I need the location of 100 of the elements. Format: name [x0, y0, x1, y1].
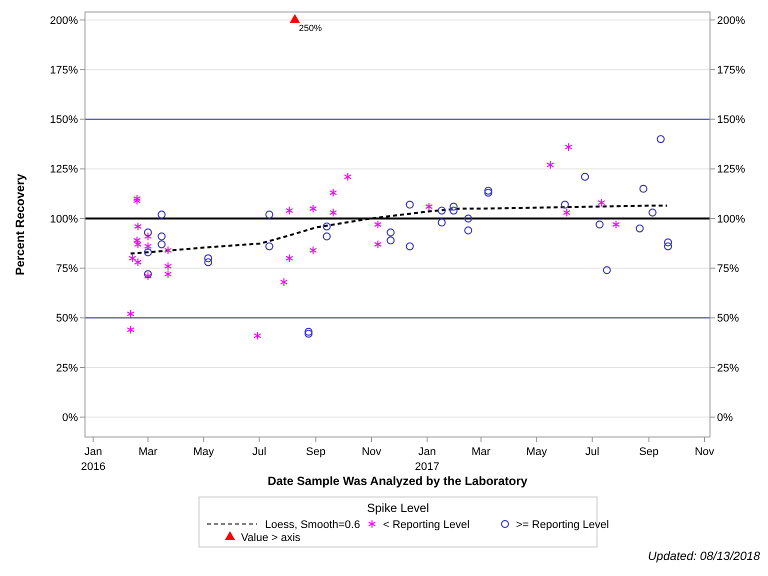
- point: [133, 196, 141, 206]
- point: [309, 246, 317, 255]
- point: [406, 242, 414, 250]
- point: [265, 242, 274, 250]
- y2-tick-label: 25%: [717, 362, 740, 374]
- legend-label: Value > axis: [241, 532, 301, 544]
- x-tick-label: Sep: [639, 446, 659, 458]
- point: [639, 184, 648, 193]
- y-tick-label: 150%: [50, 114, 78, 126]
- point: [134, 222, 142, 231]
- legend-label: < Reporting Level: [383, 518, 470, 531]
- point: [309, 204, 317, 213]
- point: [656, 135, 665, 144]
- point: [425, 202, 433, 211]
- point: [450, 202, 458, 211]
- y-tick-label: 175%: [50, 64, 78, 76]
- point: [329, 188, 338, 198]
- point: [254, 331, 262, 340]
- point: [386, 236, 395, 244]
- x-tick-label: Jul: [585, 446, 600, 458]
- y2-tick-label: 100%: [717, 213, 746, 226]
- point: [126, 310, 134, 318]
- point: [126, 325, 134, 334]
- point: [144, 228, 152, 236]
- y-tick-label: 0%: [62, 412, 78, 424]
- x-tick-label: Nov: [694, 446, 715, 458]
- legend-title: Spike Level: [366, 501, 430, 515]
- point: [329, 208, 338, 217]
- point: [322, 222, 331, 231]
- point: [204, 258, 212, 266]
- text: Updated: 08/13/2018: [648, 549, 760, 563]
- x-tick-label: Jan 2016: [80, 446, 106, 473]
- point: [144, 248, 152, 256]
- point: [612, 220, 620, 229]
- point: [406, 200, 414, 209]
- point: [144, 232, 152, 241]
- point: [304, 328, 313, 336]
- x-tick-label: Nov: [362, 446, 382, 458]
- y2-tick-label: 175%: [717, 64, 746, 76]
- point: [580, 172, 590, 181]
- y-tick-label: 100%: [50, 213, 78, 226]
- y2-tick-label: 200%: [717, 14, 746, 27]
- point: [636, 224, 644, 232]
- point: [290, 14, 300, 23]
- y-tick-label: 25%: [56, 362, 78, 374]
- point: [386, 228, 395, 236]
- point: [322, 232, 331, 240]
- point: [438, 206, 446, 215]
- point: [265, 210, 274, 219]
- point: [158, 240, 166, 248]
- point: [144, 242, 152, 251]
- point: [564, 142, 572, 152]
- point: [464, 214, 472, 223]
- y-tick-label: 50%: [56, 312, 78, 325]
- point: [158, 210, 166, 219]
- y-tick-label: 75%: [56, 263, 78, 276]
- point: [128, 254, 136, 263]
- point: [286, 206, 294, 215]
- x-tick-label: Jul: [252, 446, 266, 458]
- point: [596, 220, 604, 229]
- x-tick-label: Mar: [472, 446, 491, 458]
- point: [546, 160, 554, 170]
- x-tick-label: Sep: [306, 446, 326, 458]
- point: [164, 270, 172, 278]
- y2-tick-label: 150%: [717, 114, 746, 126]
- y-axis-title: Percent Recovery: [13, 173, 27, 276]
- y-tick-label: 125%: [50, 164, 78, 176]
- point: [648, 208, 657, 217]
- point: [664, 238, 672, 246]
- x-tick-label: Jan 2017: [414, 446, 440, 473]
- point: [562, 208, 571, 217]
- point: [164, 262, 172, 271]
- point: [374, 220, 382, 229]
- point: [664, 242, 672, 250]
- y-tick-label: 200%: [50, 14, 78, 27]
- point: [484, 186, 492, 195]
- point: [133, 194, 141, 204]
- x-tick-label: May: [193, 446, 215, 458]
- y2-tick-label: 0%: [717, 412, 734, 424]
- legend-label: Loess, Smooth=0.6: [265, 518, 360, 531]
- x-axis-title: Date Sample Was Analyzed by the Laboratory: [268, 474, 528, 488]
- point: [560, 200, 569, 209]
- point: [280, 278, 288, 286]
- point: [438, 218, 446, 227]
- point: [286, 254, 294, 263]
- point: [602, 266, 611, 274]
- point: [374, 240, 382, 249]
- x-tick-label: May: [526, 446, 548, 458]
- legend-label: >= Reporting Level: [516, 518, 609, 531]
- point: [133, 236, 141, 245]
- y2-tick-label: 125%: [717, 164, 746, 176]
- point: [134, 240, 142, 249]
- point: [484, 188, 492, 197]
- point: [164, 246, 172, 255]
- point: [598, 198, 606, 207]
- point: [464, 226, 472, 234]
- point: [134, 258, 142, 267]
- annotation: 250%: [298, 22, 322, 33]
- y2-tick-label: 75%: [717, 263, 740, 276]
- point: [450, 206, 458, 215]
